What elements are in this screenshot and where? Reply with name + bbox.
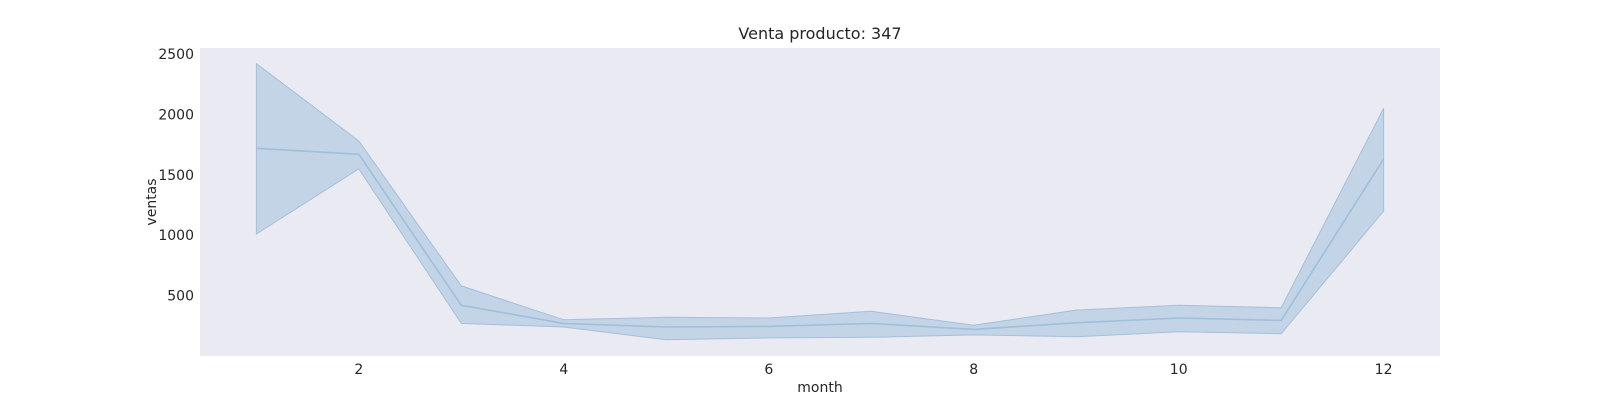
series-line [256,147,1385,331]
y-tick-label: 1000 [158,228,194,244]
x-tick-labels: 2 4 6 8 10 12 [354,362,1392,378]
x-tick-label: 10 [1170,362,1188,378]
x-tick-label: 8 [969,362,978,378]
confidence-band [255,62,1385,341]
y-tick-label: 1500 [158,168,194,184]
confidence-band-layer [255,62,1385,341]
y-tick-label: 2500 [158,47,194,63]
x-tick-label: 4 [559,362,568,378]
chart-title: Venta producto: 347 [738,24,901,43]
x-tick-label: 6 [764,362,773,378]
x-tick-label: 2 [354,362,363,378]
x-tick-label: 12 [1375,362,1393,378]
series-line-layer [256,147,1385,331]
y-tick-label: 500 [167,289,194,305]
y-tick-label: 2000 [158,107,194,123]
x-axis-label: month [797,380,842,396]
plot-area [200,48,1440,356]
y-axis-label: ventas [144,178,160,225]
y-tick-labels: 500 1000 1500 2000 2500 [158,47,194,305]
